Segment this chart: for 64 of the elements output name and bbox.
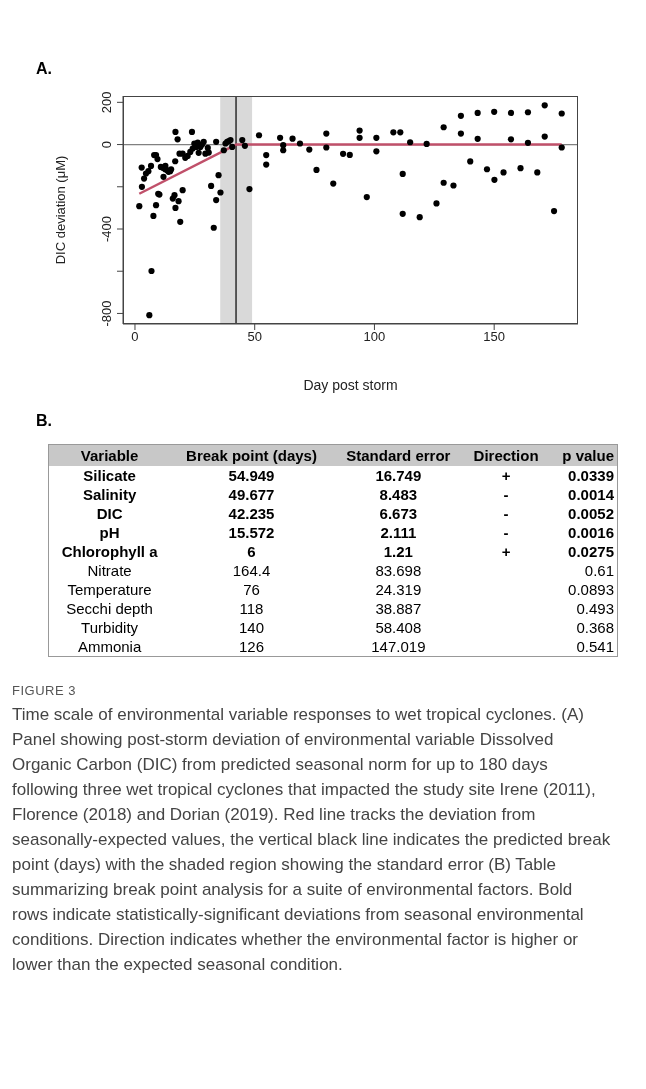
y-tick-label: -400 xyxy=(99,215,114,243)
text: Time scale of environmental variable responses to wet tropical cyclones. (A) Panel showing post-storm deviation of environmental variable Dissolved Organic Carbon (DIC) from predicted seasonal norm for up to 180 days following three wet tropical cyclones that impacted the study site Irene (2011), Florence (2018) and Dorian (2019). Red line tracks the deviation from seasonally-expected values, the vertical black line indicates the predicted break point (days) with the shaded region showing the standard error (B) Table summarizing break point analysis for a suite of environmental factors. Bold rows indicate statistically-significant deviations from seasonal environmental conditions. Direction indicates whether the environmental factor is higher or lower than the expected seasonal condition. xyxy=(12,705,611,974)
text: 6 xyxy=(247,543,256,560)
text: Salinity xyxy=(82,486,137,503)
text: 83.698 xyxy=(375,562,422,579)
text: 126 xyxy=(239,638,265,655)
text: 76 xyxy=(243,581,260,598)
text: 0.0014 xyxy=(568,486,614,503)
text: 0.0052 xyxy=(568,505,614,522)
text: 0.0275 xyxy=(568,543,614,560)
text: Nitrate xyxy=(87,562,132,579)
text: 118 xyxy=(239,600,264,617)
category-label: Direction xyxy=(472,446,540,466)
text: 2.111 xyxy=(380,524,417,541)
text: 0.0016 xyxy=(568,524,614,541)
x-tick-label: 50 xyxy=(247,329,262,345)
text: 8.483 xyxy=(379,486,418,503)
text: 0.541 xyxy=(576,638,614,655)
text: 24.319 xyxy=(375,581,422,598)
text: Chlorophyll a xyxy=(61,543,158,560)
text: 140 xyxy=(239,619,265,636)
y-tick-label: 0 xyxy=(99,140,114,149)
text: 15.572 xyxy=(228,524,275,541)
text: Silicate xyxy=(83,467,136,484)
text: Temperature xyxy=(67,581,152,598)
text: 16.749 xyxy=(375,467,422,484)
text: Turbidity xyxy=(81,619,139,636)
text: - xyxy=(503,524,509,541)
text: 147.019 xyxy=(371,638,426,655)
category-label: Break point (days) xyxy=(185,446,318,466)
category-label: Standard error xyxy=(345,446,452,466)
text: DIC xyxy=(96,505,123,522)
x-axis-title: Day post storm xyxy=(303,377,398,393)
category-label: Variable xyxy=(79,446,140,466)
x-tick-label: 150 xyxy=(483,329,506,345)
caption: FIGURE 3 xyxy=(12,683,77,698)
text: - xyxy=(503,486,509,503)
text: - xyxy=(503,505,509,522)
x-tick-label: 0 xyxy=(131,329,139,345)
category-label: p value xyxy=(561,446,615,466)
x-tick-label: 100 xyxy=(363,329,386,345)
text: 0.493 xyxy=(576,600,614,617)
text: 164.4 xyxy=(232,562,271,579)
y-tick-label: 200 xyxy=(99,91,114,114)
text: 49.677 xyxy=(228,486,275,503)
chart-title: A. xyxy=(36,60,52,78)
text: + xyxy=(501,467,511,484)
text: 0.0893 xyxy=(568,581,614,598)
text: B. xyxy=(36,412,53,430)
text: 42.235 xyxy=(228,505,275,522)
y-axis-title: DIC deviation (μM) xyxy=(52,155,68,265)
text: 54.949 xyxy=(228,467,275,484)
text: 1.21 xyxy=(383,543,413,560)
y-tick-label: -800 xyxy=(99,300,114,327)
text: 38.887 xyxy=(375,600,422,617)
text: 0.61 xyxy=(584,562,614,579)
text: pH xyxy=(99,524,120,541)
text: 0.368 xyxy=(576,619,614,636)
text: + xyxy=(501,543,511,560)
text: 6.673 xyxy=(379,505,418,522)
text: 0.0339 xyxy=(568,467,614,484)
text: Secchi depth xyxy=(66,600,153,617)
text: Ammonia xyxy=(77,638,142,655)
text: 58.408 xyxy=(375,619,422,636)
